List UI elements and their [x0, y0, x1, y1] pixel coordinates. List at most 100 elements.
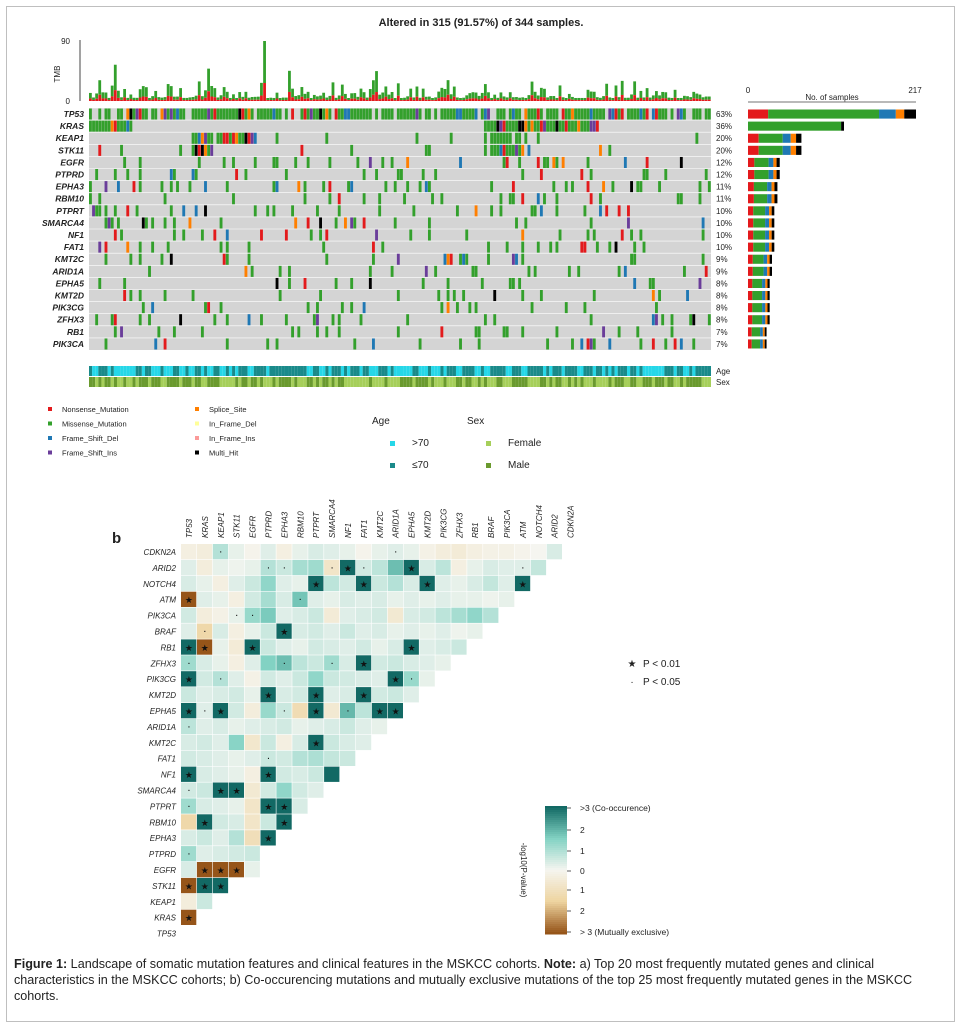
side-bar-segment [765, 315, 768, 325]
mutation-cell [120, 229, 123, 241]
mutation-cell [107, 108, 111, 120]
mutation-cell [160, 108, 164, 120]
significance-star: ★ [408, 563, 416, 573]
tmb-bar [683, 99, 686, 101]
sex-track-cell [365, 377, 369, 387]
heatmap-cell [181, 687, 197, 703]
heatmap-cell [276, 623, 292, 639]
tmb-bar [599, 100, 602, 101]
mutation-cell [372, 338, 375, 350]
mutation-cell [316, 205, 319, 217]
colorbar-step [545, 830, 567, 833]
mutation-cell [446, 290, 450, 302]
tmb-bar [390, 98, 394, 101]
tmb-bar [281, 97, 285, 100]
heatmap-cell [181, 814, 197, 830]
tmb-bar [278, 98, 282, 101]
tmb-bar [372, 80, 375, 95]
mutation-cell [655, 314, 658, 326]
sex-track-cell [368, 377, 373, 387]
mutation-cell [651, 277, 655, 289]
tmb-bar [477, 95, 481, 100]
mutation-cell [132, 108, 136, 120]
sex-track-cell [536, 377, 540, 387]
age-track-cell [633, 366, 637, 376]
tmb-bar [135, 97, 139, 101]
mutation-cell [539, 169, 543, 181]
heatmap-cell [228, 846, 244, 862]
mutation-cell [278, 265, 282, 277]
side-bar-segment [758, 133, 783, 143]
age-track-cell [356, 366, 360, 376]
mutation-cell [487, 108, 490, 120]
gene-percent-label: 11% [716, 183, 731, 192]
mutation-cell [278, 108, 282, 120]
mutation-cell [592, 108, 596, 120]
tmb-bar [536, 95, 540, 100]
tmb-bar [459, 98, 462, 101]
tmb-bar [157, 99, 161, 101]
heatmap-cell [292, 639, 308, 655]
mutation-cell [300, 144, 304, 156]
tmb-bar [107, 97, 111, 101]
mutation-cell [487, 253, 490, 265]
colorbar-step [545, 838, 567, 841]
heatmap-cell [196, 703, 213, 719]
mutation-cell [518, 277, 522, 289]
significance-star: ★ [264, 802, 272, 812]
tmb-bar [645, 97, 649, 101]
heatmap-cell [228, 703, 244, 719]
mutation-cell [589, 217, 593, 229]
mutation-cell [698, 277, 702, 289]
sex-track-cell [623, 377, 628, 387]
sex-track-cell [347, 377, 351, 387]
significance-dot: · [187, 800, 191, 812]
age-track-cell [403, 366, 407, 376]
age-track-cell [120, 366, 124, 376]
sex-track-cell [232, 377, 236, 387]
age-track-cell [344, 366, 348, 376]
mutation-cell [253, 132, 257, 144]
mutation-cell [521, 241, 525, 253]
age-track-cell [543, 366, 547, 376]
mutation-cell [291, 205, 295, 217]
tmb-bar [502, 99, 506, 101]
heatmap-cell [228, 671, 244, 687]
age-track-cell [390, 366, 394, 376]
mutation-cell [511, 120, 515, 132]
mutation-cell [589, 120, 593, 132]
sex-track-cell [396, 377, 400, 387]
mutation-cell [129, 108, 133, 120]
mutation-cell [200, 132, 204, 144]
age-track-cell [244, 366, 248, 376]
significance-star: ★ [217, 706, 225, 716]
side-bar-segment [774, 182, 778, 192]
sex-track-cell [431, 377, 435, 387]
sex-track-cell [586, 377, 590, 387]
sex-track-cell [101, 377, 105, 387]
gene-label: KRAS [60, 121, 84, 131]
sex-track-cell [204, 377, 208, 387]
tmb-bar [701, 97, 705, 100]
tmb-bar [617, 97, 621, 100]
mutation-cell [571, 181, 574, 193]
tmb-bar [204, 90, 207, 98]
mutation-cell [515, 120, 518, 132]
age-track-cell [253, 366, 257, 376]
heatmap-y-label: CDKN2A [144, 548, 176, 557]
heatmap-cell [228, 591, 244, 607]
mutation-cell [148, 265, 151, 277]
heatmap-cell [228, 766, 244, 782]
side-bar-segment [773, 170, 777, 180]
mutation-cell [511, 253, 515, 265]
mutation-cell [138, 314, 142, 326]
tmb-bar [129, 99, 133, 101]
mutation-cell [123, 120, 127, 132]
mutation-cell [418, 338, 422, 350]
heatmap-cell [196, 766, 213, 782]
mutation-cell [353, 108, 357, 120]
sex-track-cell [403, 377, 407, 387]
mutation-cell [567, 265, 571, 277]
mutation-cell [530, 205, 534, 217]
mutation-cell [449, 253, 453, 265]
